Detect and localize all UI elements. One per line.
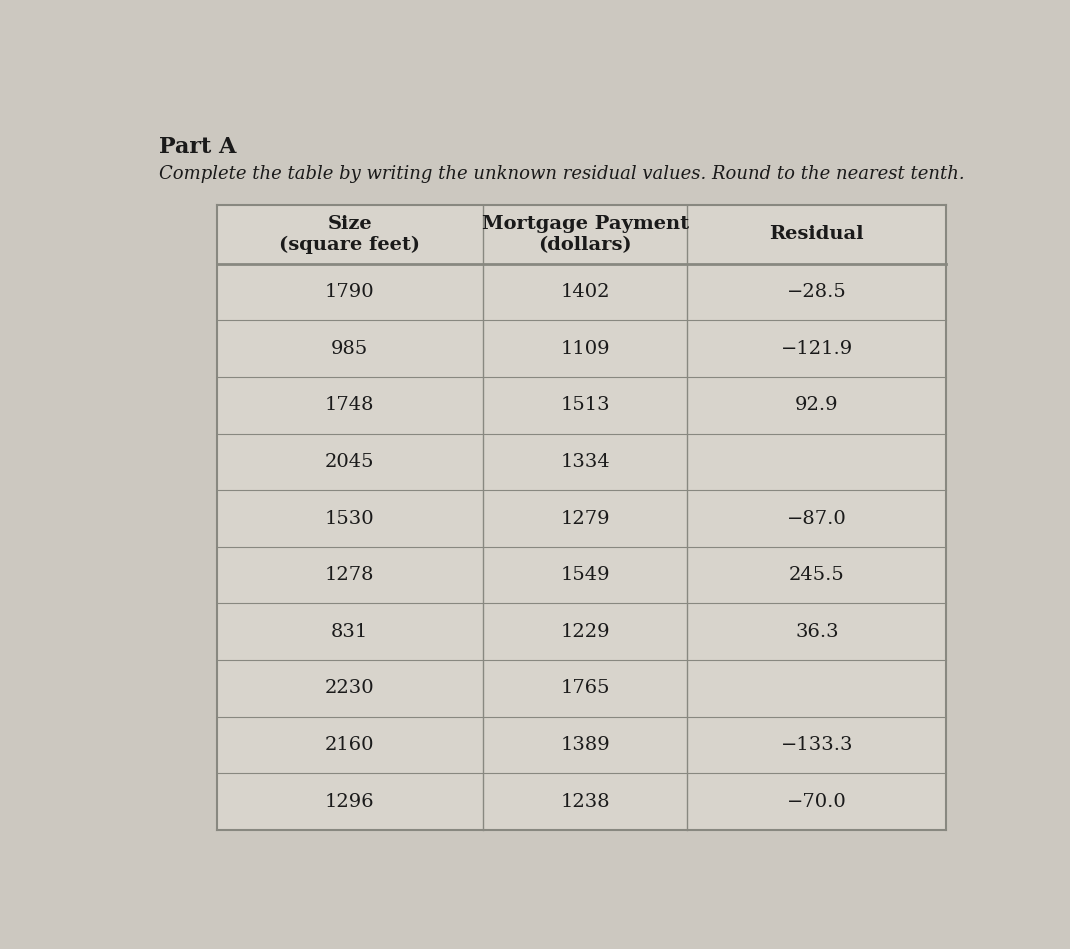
Text: −28.5: −28.5 [788,283,846,301]
Text: 1790: 1790 [325,283,374,301]
Text: Part A: Part A [158,136,236,158]
Text: 92.9: 92.9 [795,397,839,415]
Text: 245.5: 245.5 [789,567,844,585]
Text: 1279: 1279 [561,510,610,528]
Text: 985: 985 [332,340,368,358]
Text: 1530: 1530 [325,510,374,528]
Text: 2230: 2230 [325,679,374,698]
Text: −133.3: −133.3 [781,736,853,754]
Text: 1765: 1765 [561,679,610,698]
Text: 831: 831 [332,623,368,641]
Text: 1229: 1229 [561,623,610,641]
Text: Mortgage Payment
(dollars): Mortgage Payment (dollars) [482,215,689,253]
Bar [216,205,946,830]
Text: 1334: 1334 [561,453,610,471]
Text: −121.9: −121.9 [781,340,853,358]
Text: 1389: 1389 [561,736,610,754]
Text: 1748: 1748 [325,397,374,415]
Text: −87.0: −87.0 [788,510,846,528]
Text: 2160: 2160 [325,736,374,754]
Text: 2045: 2045 [325,453,374,471]
Text: Size
(square feet): Size (square feet) [279,214,421,254]
Text: 1296: 1296 [325,792,374,810]
Text: 36.3: 36.3 [795,623,839,641]
Text: 1549: 1549 [561,567,610,585]
Text: −70.0: −70.0 [788,792,846,810]
Text: Residual: Residual [769,226,865,244]
Text: 1513: 1513 [561,397,610,415]
Text: 1402: 1402 [561,283,610,301]
Text: 1238: 1238 [561,792,610,810]
Text: Complete the table by writing the unknown residual values. Round to the nearest : Complete the table by writing the unknow… [158,165,964,183]
Text: 1278: 1278 [325,567,374,585]
Text: 1109: 1109 [561,340,610,358]
